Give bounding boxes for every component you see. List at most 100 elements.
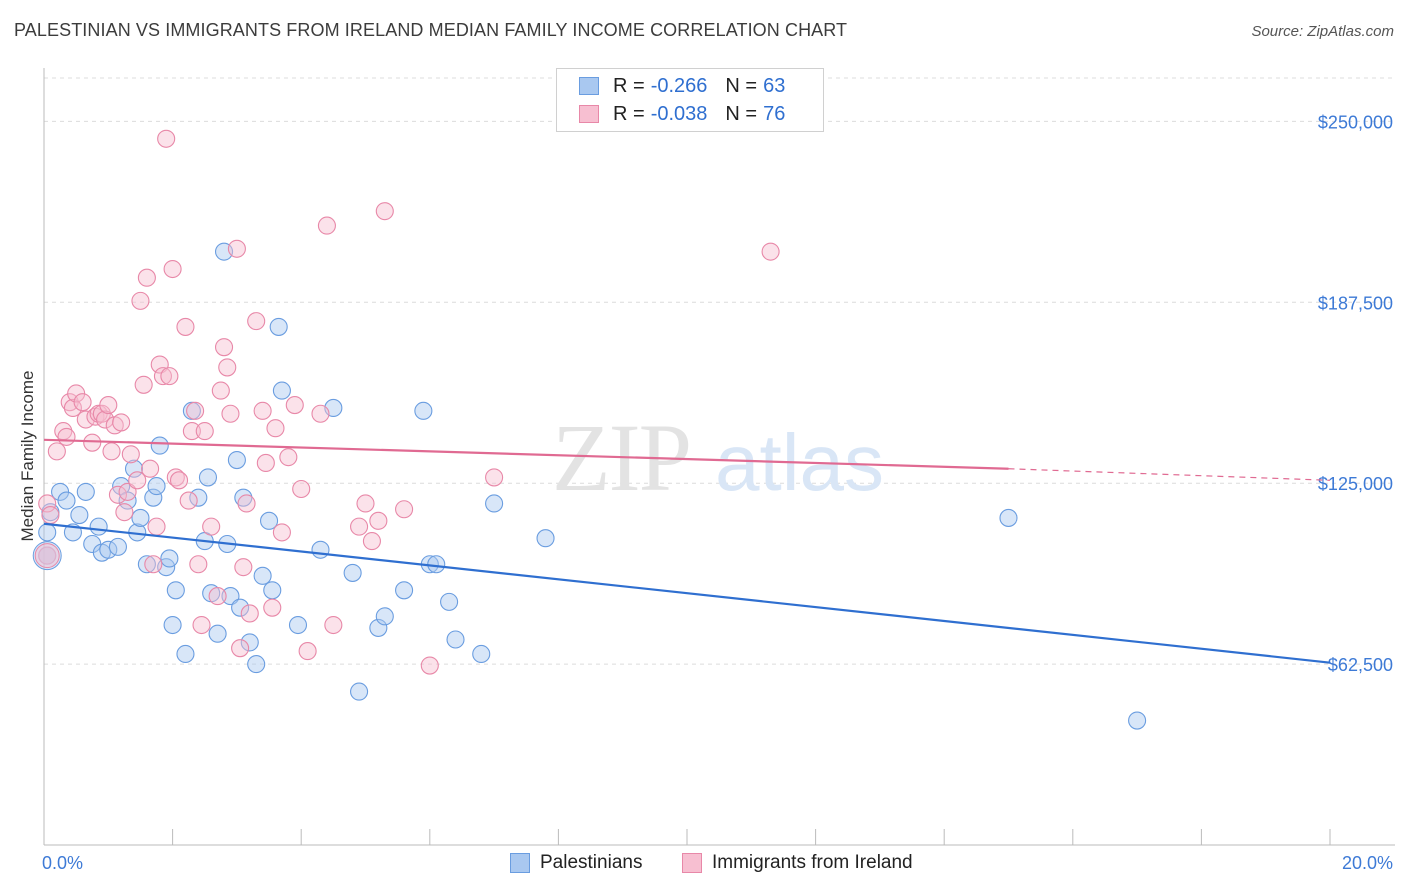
- ireland-point: [153, 367, 173, 386]
- ireland-point: [311, 404, 330, 423]
- ireland-point: [147, 517, 166, 536]
- ireland-point: [218, 358, 237, 377]
- ireland-point: [134, 375, 153, 394]
- y-tick-label: $125,000: [1318, 474, 1393, 494]
- palestinian-point: [440, 592, 459, 611]
- ireland-point: [115, 503, 134, 522]
- palestinians-legend-label: Palestinians: [540, 852, 643, 873]
- ireland-point: [221, 404, 240, 423]
- palestinian-point: [446, 630, 465, 649]
- palestinian-point: [272, 381, 291, 400]
- ireland-point: [362, 532, 381, 551]
- ireland-point: [485, 468, 504, 487]
- palestinian-point: [89, 517, 108, 536]
- ireland-trend-line: [43, 438, 1009, 470]
- ireland-point: [253, 401, 272, 420]
- ireland-point: [141, 459, 160, 478]
- palestinian-point: [150, 436, 169, 455]
- ireland-point: [47, 442, 66, 461]
- ireland-point: [247, 312, 266, 331]
- palestinian-point: [311, 540, 330, 559]
- palestinian-point: [231, 598, 250, 617]
- ireland-trend-extension: [1008, 468, 1331, 481]
- palestinian-trend-line: [43, 522, 1331, 664]
- ireland-point: [208, 587, 227, 606]
- ireland-point: [192, 615, 211, 635]
- ireland-point: [182, 422, 201, 441]
- ireland-point: [369, 511, 388, 530]
- r-value: -0.038: [650, 102, 708, 125]
- ireland-point: [234, 558, 253, 577]
- palestinians-legend-swatch: [510, 853, 530, 873]
- ireland-point: [128, 471, 147, 490]
- palestinian-point: [163, 615, 182, 635]
- y-tick-label: $62,500: [1328, 655, 1393, 675]
- n-label: N =: [725, 74, 758, 97]
- ireland-point: [272, 523, 291, 542]
- ireland-point: [375, 202, 394, 221]
- x-tick-label-min: 0.0%: [42, 853, 83, 873]
- palestinian-point: [263, 581, 282, 600]
- ireland-point: [169, 471, 189, 490]
- ireland-legend-label: Immigrants from Ireland: [712, 852, 913, 873]
- palestinian-point: [395, 581, 414, 600]
- ireland-point: [298, 642, 317, 661]
- ireland-point: [189, 555, 208, 574]
- palestinian-point: [240, 633, 259, 652]
- palestinian-point: [999, 508, 1018, 527]
- palestinian-point: [160, 549, 179, 568]
- palestinian-point: [375, 607, 394, 626]
- ireland-point: [150, 355, 169, 374]
- palestinian-point: [221, 587, 240, 606]
- ireland-point: [356, 494, 375, 513]
- ireland-point: [112, 413, 131, 432]
- r-label: R =: [613, 74, 645, 97]
- ireland-point: [131, 291, 150, 310]
- correlation-legend: R = -0.266 N = 63 R = -0.038 N = 76: [556, 68, 824, 132]
- ireland-swatch: [579, 105, 599, 123]
- ireland-point: [350, 517, 369, 536]
- palestinian-point: [57, 491, 76, 510]
- ireland-point: [324, 615, 343, 635]
- palestinian-point: [32, 541, 62, 571]
- palestinian-point: [147, 477, 166, 496]
- palestinian-point: [70, 505, 89, 525]
- ireland-point: [34, 543, 60, 569]
- ireland-point: [166, 468, 185, 487]
- ireland-point: [179, 491, 198, 510]
- ireland-point: [83, 433, 102, 452]
- ireland-point: [279, 448, 298, 467]
- ireland-point: [121, 445, 140, 464]
- palestinian-point: [131, 508, 150, 527]
- ireland-point: [137, 268, 156, 287]
- palestinian-point: [350, 682, 369, 701]
- ireland-point: [237, 494, 256, 513]
- palestinian-point: [343, 563, 362, 582]
- palestinian-point: [108, 537, 127, 556]
- palestinian-point: [76, 482, 95, 501]
- palestinian-point: [369, 618, 388, 637]
- ireland-point: [38, 494, 57, 513]
- ireland-point: [420, 656, 439, 675]
- ireland-point: [41, 505, 60, 525]
- ireland-point: [211, 381, 230, 400]
- palestinian-point: [176, 644, 195, 664]
- palestinian-point: [166, 581, 185, 600]
- ireland-point: [227, 239, 246, 258]
- palestinian-point: [414, 401, 433, 420]
- palestinian-point: [234, 488, 253, 507]
- ireland-point: [176, 317, 195, 336]
- ireland-point: [102, 442, 121, 461]
- legend-row-palestinians: R = -0.266 N = 63: [579, 73, 785, 99]
- ireland-point: [38, 546, 57, 565]
- ireland-point: [256, 453, 275, 472]
- palestinian-point: [259, 511, 279, 530]
- palestinian-point: [227, 451, 246, 470]
- ireland-point: [57, 427, 76, 446]
- palestinian-point: [288, 615, 308, 635]
- ireland-point: [99, 396, 118, 415]
- legend-row-ireland: R = -0.038 N = 76: [579, 101, 785, 127]
- ireland-point: [186, 401, 205, 420]
- bottom-legend-ireland: Immigrants from Ireland: [682, 852, 913, 874]
